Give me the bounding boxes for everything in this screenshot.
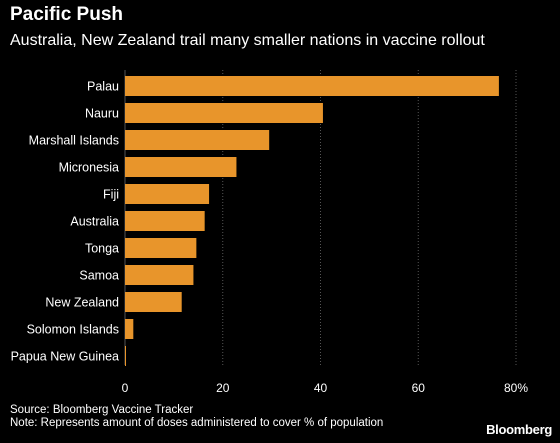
category-label: Solomon Islands	[27, 323, 119, 337]
category-label: Tonga	[85, 242, 119, 256]
bar	[125, 211, 205, 231]
category-label: Micronesia	[59, 161, 119, 175]
x-tick-label: 20	[216, 381, 230, 395]
bar-chart: 0 20 40 60 80% Palau Nauru Marshall Islands Micr…	[11, 70, 528, 395]
bloomberg-logo: Bloomberg	[486, 422, 552, 437]
category-label: Fiji	[103, 188, 119, 202]
bar	[125, 130, 270, 150]
footnote: Note: Represents amount of doses adminis…	[10, 417, 384, 429]
bar	[125, 238, 197, 258]
category-label: Australia	[70, 215, 119, 229]
bar	[125, 76, 499, 96]
category-label: Palau	[87, 80, 119, 94]
chart-title: Pacific Push	[10, 4, 123, 25]
category-label: Papua New Guinea	[11, 350, 119, 364]
x-tick-label: 80%	[504, 381, 528, 395]
bar	[125, 103, 323, 123]
bar	[125, 292, 182, 312]
category-label: Marshall Islands	[29, 134, 119, 148]
x-tick-label: 40	[314, 381, 328, 395]
x-tick-label: 0	[122, 381, 129, 395]
category-label: New Zealand	[45, 296, 119, 310]
category-label: Nauru	[85, 107, 119, 121]
chart-subtitle: Australia, New Zealand trail many smalle…	[10, 32, 485, 49]
x-tick-label: 60	[412, 381, 426, 395]
bar	[125, 157, 237, 177]
source-note: Source: Bloomberg Vaccine Tracker	[10, 404, 194, 416]
bar	[125, 346, 126, 366]
bar	[125, 184, 210, 204]
category-label: Samoa	[79, 269, 119, 283]
bar	[125, 319, 134, 339]
bar	[125, 265, 194, 285]
